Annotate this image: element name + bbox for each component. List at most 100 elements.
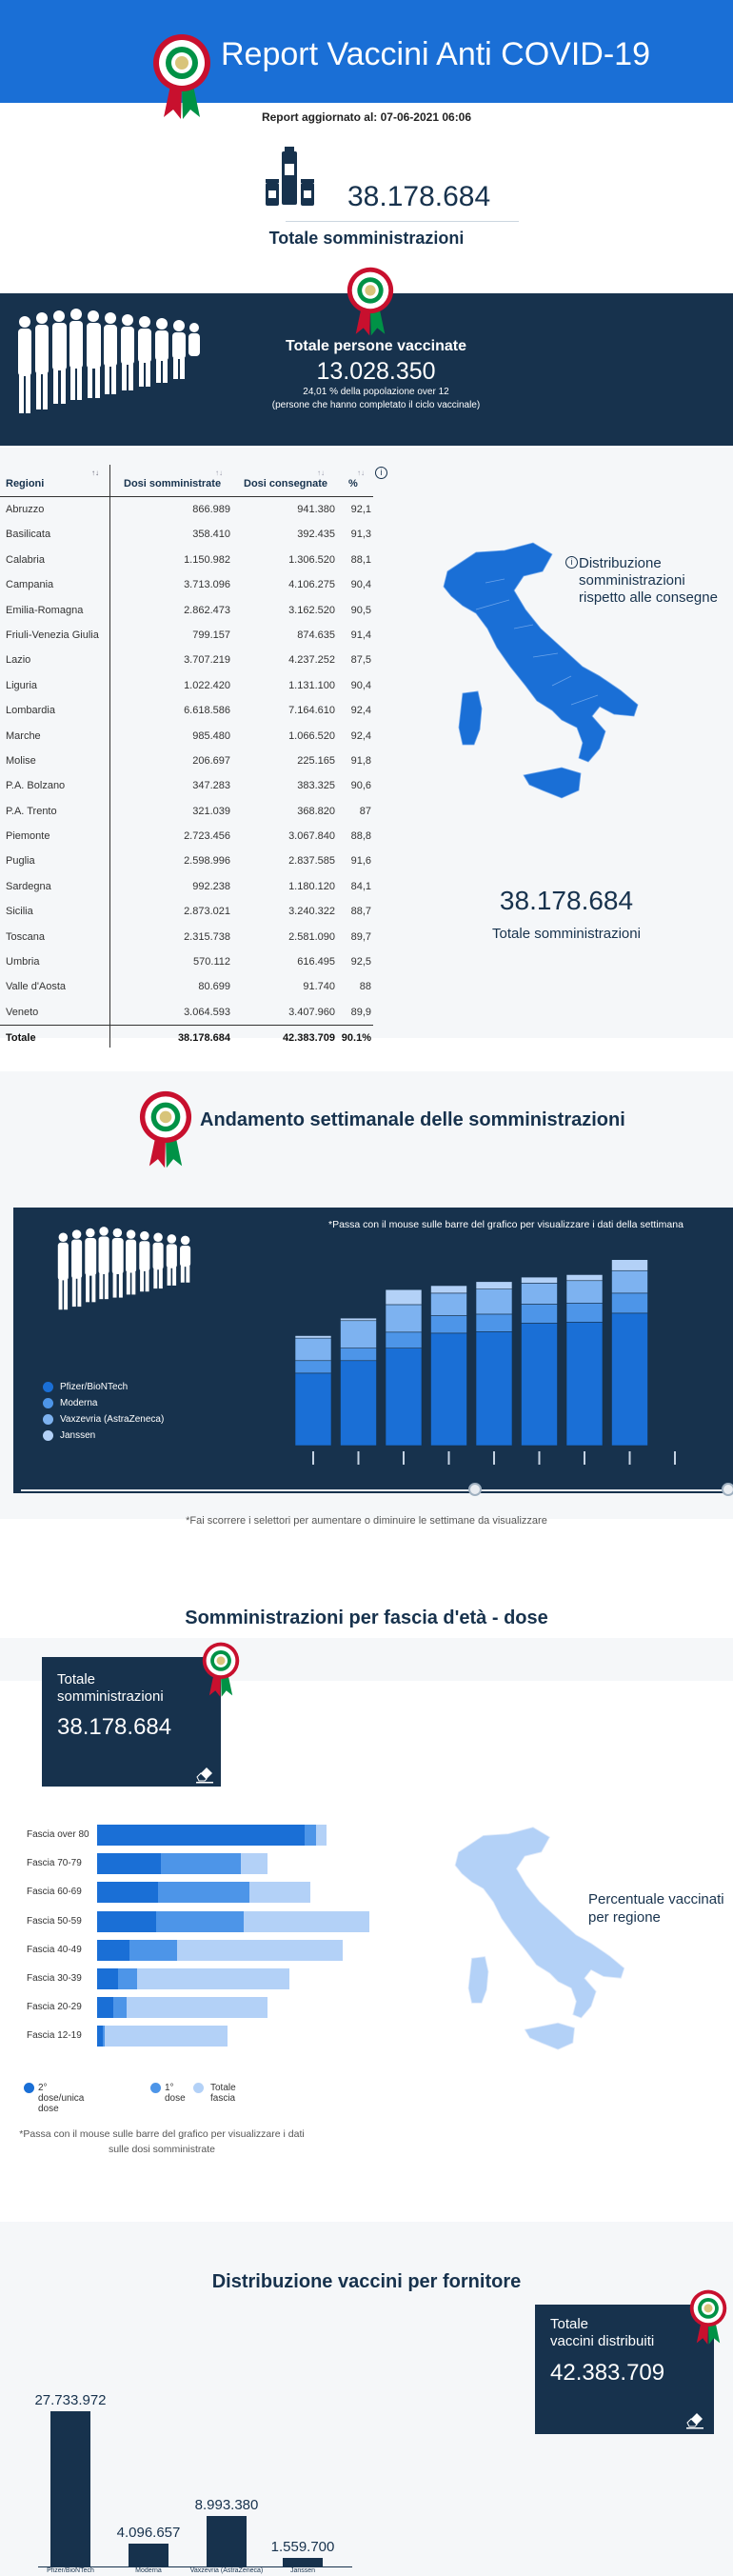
weekly-bar-segment[interactable] — [294, 1337, 332, 1362]
info-icon[interactable]: i — [565, 556, 578, 569]
weekly-bar-segment[interactable] — [340, 1317, 377, 1322]
table-row[interactable]: Molise 206.697 225.165 91,8 — [0, 749, 373, 773]
column-header-dosi-somministrate[interactable]: Dosi somministrate — [124, 478, 222, 489]
weekly-bar-segment[interactable] — [340, 1320, 377, 1348]
table-row[interactable]: Campania 3.713.096 4.106.275 90,4 — [0, 572, 373, 597]
table-row[interactable]: Friuli-Venezia Giulia 799.157 874.635 91,4 — [0, 623, 373, 648]
cell-dosi-somministrate: 347.283 — [192, 780, 230, 792]
weekly-bar-segment[interactable] — [475, 1313, 513, 1332]
table-row[interactable]: Calabria 1.150.982 1.306.520 88,1 — [0, 548, 373, 572]
weekly-bar-segment[interactable] — [565, 1274, 604, 1282]
weekly-bar-segment[interactable] — [521, 1323, 558, 1447]
cell-region-name: Abruzzo — [6, 504, 45, 515]
age-bar-second-dose[interactable] — [97, 1825, 306, 1846]
sort-icon[interactable]: ↑↓ — [317, 469, 325, 477]
weekly-bar-segment[interactable] — [475, 1331, 513, 1447]
weekly-bar-segment[interactable] — [430, 1315, 467, 1334]
column-header-regioni[interactable]: Regioni — [6, 478, 45, 489]
table-row[interactable]: Basilicata 358.410 392.435 91,3 — [0, 522, 373, 547]
table-row[interactable]: Lombardia 6.618.586 7.164.610 92,4 — [0, 698, 373, 723]
sort-icon[interactable]: ↑↓ — [357, 469, 365, 477]
age-bar-total[interactable] — [97, 2026, 228, 2047]
eraser-icon[interactable] — [193, 1762, 216, 1785]
weekly-bar-segment[interactable] — [611, 1269, 648, 1294]
weekly-bar-chart[interactable] — [286, 1209, 704, 1476]
age-bar-second-dose[interactable] — [97, 1968, 119, 1989]
supplier-total-label: vaccini distribuiti — [550, 2333, 655, 2349]
weekly-bar-segment[interactable] — [565, 1303, 604, 1323]
supplier-bar[interactable] — [207, 2516, 247, 2566]
table-row[interactable]: Sicilia 2.873.021 3.240.322 88,7 — [0, 899, 373, 924]
table-row[interactable]: Piemonte 2.723.456 3.067.840 88,8 — [0, 824, 373, 849]
supplier-bar[interactable] — [50, 2410, 90, 2566]
info-icon[interactable]: i — [375, 467, 387, 479]
age-bar-second-dose[interactable] — [97, 1853, 162, 1875]
weekly-bar-segment[interactable] — [385, 1288, 423, 1306]
weekly-bar-segment[interactable] — [521, 1304, 558, 1324]
week-range-slider-start-handle[interactable] — [468, 1483, 482, 1496]
weekly-bar-segment[interactable] — [611, 1312, 648, 1447]
cell-region-name: Lazio — [6, 654, 31, 667]
age-bar-second-dose[interactable] — [97, 2026, 103, 2047]
sort-icon[interactable]: ↑↓ — [215, 469, 223, 477]
supplier-bar[interactable] — [283, 2557, 323, 2566]
age-bar-second-dose[interactable] — [97, 1910, 156, 1932]
age-bar-total[interactable] — [97, 1997, 268, 2019]
table-row[interactable]: Lazio 3.707.219 4.237.252 87,5 — [0, 648, 373, 672]
table-row[interactable]: Emilia-Romagna 2.862.473 3.162.520 90,5 — [0, 598, 373, 623]
table-row[interactable]: Marche 985.480 1.066.520 92,4 — [0, 724, 373, 749]
legend-label: Pfizer/BioNTech — [60, 1382, 129, 1392]
table-row[interactable]: Sardegna 992.238 1.180.120 84,1 — [0, 874, 373, 899]
weekly-bar-segment[interactable] — [294, 1372, 332, 1447]
map-total-label: Totale somministrazioni — [492, 926, 641, 942]
column-header-dosi-consegnate[interactable]: Dosi consegnate — [244, 478, 328, 489]
cell-percent: 90,4 — [350, 679, 371, 691]
weekly-bar-segment[interactable] — [430, 1285, 467, 1294]
cell-region-name: P.A. Trento — [6, 805, 57, 817]
table-row[interactable]: P.A. Bolzano 347.283 383.325 90,6 — [0, 773, 373, 798]
cell-percent: 90,6 — [350, 780, 371, 792]
table-row[interactable]: Puglia 2.598.996 2.837.585 91,6 — [0, 849, 373, 873]
weekly-bar-segment[interactable] — [340, 1348, 377, 1362]
weekly-bar-segment[interactable] — [521, 1276, 558, 1284]
weekly-bar-segment[interactable] — [430, 1332, 467, 1447]
column-header-percent[interactable]: % — [348, 478, 358, 489]
weekly-bar-segment[interactable] — [385, 1304, 423, 1333]
cell-region-name: Puglia — [6, 855, 35, 868]
table-row[interactable]: Veneto 3.064.593 3.407.960 89,9 — [0, 1000, 373, 1025]
sort-icon[interactable]: ↑↓ — [91, 469, 99, 477]
weekly-bar-segment[interactable] — [565, 1322, 604, 1447]
weekly-bar-segment[interactable] — [430, 1292, 467, 1316]
weekly-tick-label — [584, 1451, 585, 1465]
table-row[interactable]: Valle d'Aosta 80.699 91.740 88 — [0, 974, 373, 999]
cell-region-name: Toscana — [6, 930, 45, 943]
italy-map-percent[interactable] — [419, 1819, 647, 2076]
supplier-bar[interactable] — [129, 2543, 168, 2566]
age-bar-total[interactable] — [97, 1968, 289, 1989]
table-row[interactable]: Abruzzo 866.989 941.380 92,1 — [0, 497, 373, 522]
weekly-bar-segment[interactable] — [385, 1348, 423, 1447]
weekly-bar-segment[interactable] — [294, 1335, 332, 1339]
week-range-slider-end-handle[interactable] — [722, 1483, 733, 1496]
weekly-bar-segment[interactable] — [521, 1283, 558, 1305]
weekly-bar-segment[interactable] — [385, 1331, 423, 1348]
table-row[interactable]: Liguria 1.022.420 1.131.100 90,4 — [0, 673, 373, 698]
week-range-slider-track[interactable] — [21, 1489, 727, 1491]
table-row[interactable]: P.A. Trento 321.039 368.820 87 — [0, 799, 373, 824]
weekly-bar-segment[interactable] — [294, 1360, 332, 1374]
table-row[interactable]: Toscana 2.315.738 2.581.090 89,7 — [0, 925, 373, 949]
weekly-tick-label — [447, 1451, 450, 1465]
weekly-bar-segment[interactable] — [475, 1281, 513, 1289]
cell-dosi-somministrate: 2.315.738 — [184, 930, 230, 943]
weekly-bar-segment[interactable] — [340, 1360, 377, 1447]
weekly-bar-segment[interactable] — [565, 1280, 604, 1304]
eraser-icon[interactable] — [683, 2407, 706, 2430]
weekly-bar-segment[interactable] — [611, 1292, 648, 1314]
weekly-bar-segment[interactable] — [475, 1288, 513, 1315]
weekly-bar-segment[interactable] — [611, 1259, 648, 1271]
italy-map[interactable] — [419, 533, 647, 829]
age-bar-second-dose[interactable] — [97, 1997, 113, 2019]
table-row[interactable]: Umbria 570.112 616.495 92,5 — [0, 949, 373, 974]
age-bar-second-dose[interactable] — [97, 1882, 159, 1904]
age-bar-second-dose[interactable] — [97, 1939, 129, 1961]
